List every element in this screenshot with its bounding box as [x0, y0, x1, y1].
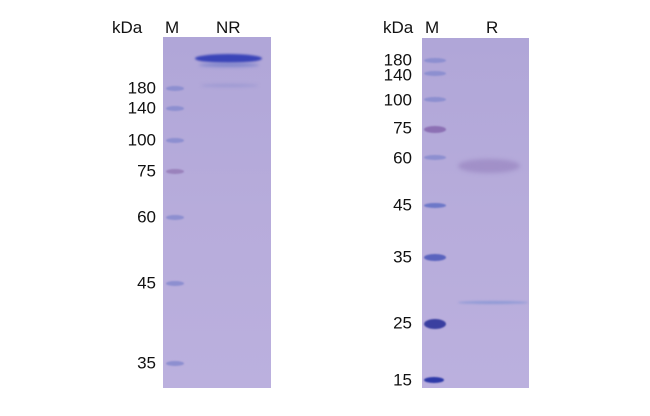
- marker-band-60: [166, 215, 184, 220]
- right-marker-lane-label: M: [425, 18, 440, 37]
- marker-band-75: [424, 126, 446, 133]
- marker-band-180: [424, 58, 446, 63]
- left-mw-60: 60: [137, 207, 156, 227]
- r-heavy-chain-band: [458, 159, 520, 173]
- left-gel: [163, 37, 271, 388]
- marker-band-140: [424, 71, 446, 76]
- right-sample-lane-label: R: [486, 18, 499, 37]
- right-gel: [422, 38, 529, 388]
- right-mw-60: 60: [393, 148, 412, 168]
- right-mw-45: 45: [393, 195, 412, 215]
- left-mw-140: 140: [127, 98, 156, 118]
- marker-band-100: [166, 138, 184, 143]
- marker-band-35: [166, 361, 184, 366]
- left-unit-label: kDa: [112, 18, 143, 37]
- right-mw-100: 100: [383, 90, 412, 110]
- nr-shoulder-band: [199, 63, 259, 67]
- left-mw-180: 180: [127, 78, 156, 98]
- right-unit-label: kDa: [383, 18, 414, 37]
- right-mw-75: 75: [393, 118, 412, 138]
- marker-band-75: [166, 169, 184, 174]
- marker-band-140: [166, 106, 184, 111]
- left-mw-45: 45: [137, 273, 156, 293]
- left-mw-100: 100: [127, 130, 156, 150]
- marker-band-45: [424, 203, 446, 208]
- marker-band-15: [424, 377, 444, 383]
- marker-band-100: [424, 97, 446, 102]
- right-mw-25: 25: [393, 313, 412, 333]
- marker-band-35: [424, 254, 446, 261]
- marker-band-45: [166, 281, 184, 286]
- left-mw-75: 75: [137, 161, 156, 181]
- left-mw-35: 35: [137, 353, 156, 373]
- right-mw-15: 15: [393, 370, 412, 390]
- right-mw-140: 140: [383, 65, 412, 85]
- right-mw-180: 180: [383, 50, 412, 70]
- nr-main-band: [195, 54, 262, 63]
- left-marker-lane-label: M: [165, 18, 180, 37]
- right-mw-35: 35: [393, 247, 412, 267]
- nr-faint-band: [201, 84, 258, 87]
- r-light-chain-band: [458, 301, 528, 304]
- marker-band-180: [166, 86, 184, 91]
- marker-band-60: [424, 155, 446, 160]
- marker-band-25: [424, 319, 446, 329]
- left-sample-lane-label: NR: [216, 18, 241, 37]
